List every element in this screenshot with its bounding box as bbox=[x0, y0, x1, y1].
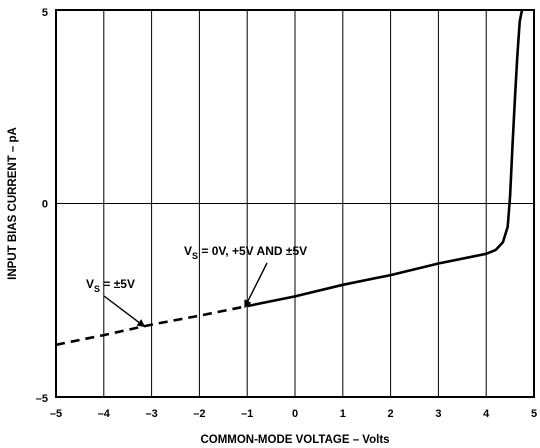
y-tick-label: 5 bbox=[42, 7, 48, 19]
plot-border bbox=[55, 9, 535, 398]
series-line bbox=[55, 304, 248, 347]
tick-labels: –5 –4 –3 –2 –1 0 1 2 3 4 5 5 0 –5 bbox=[36, 7, 537, 420]
x-tick-label: 1 bbox=[340, 408, 346, 420]
y-axis-label: INPUT BIAS CURRENT – pA bbox=[7, 127, 19, 280]
series-line bbox=[246, 9, 524, 308]
x-tick-label: 2 bbox=[388, 408, 394, 420]
x-tick-label: 4 bbox=[483, 408, 490, 420]
x-tick-label: –3 bbox=[145, 408, 157, 420]
x-tick-label: –2 bbox=[193, 408, 205, 420]
x-axis-label: COMMON-MODE VOLTAGE – Volts bbox=[200, 434, 389, 446]
annotation-arrow bbox=[103, 295, 146, 328]
annotation-label: VS = ±5V bbox=[86, 277, 135, 294]
annotation-label: VS = 0V, +5V AND ±5V bbox=[184, 244, 307, 261]
y-tick-label: 0 bbox=[42, 199, 48, 211]
series-layer bbox=[55, 9, 524, 347]
x-tick-label: –5 bbox=[50, 408, 62, 420]
x-tick-label: 5 bbox=[531, 408, 537, 420]
x-tick-label: 3 bbox=[435, 408, 441, 420]
x-tick-label: 0 bbox=[292, 408, 298, 420]
grid bbox=[56, 10, 534, 397]
plot-frame bbox=[55, 9, 535, 398]
x-tick-label: –1 bbox=[241, 408, 253, 420]
annotations: VS = ±5V VS = 0V, +5V AND ±5V bbox=[86, 244, 307, 328]
y-tick-label: –5 bbox=[36, 393, 48, 405]
x-tick-label: –4 bbox=[98, 408, 111, 420]
annotation-arrow bbox=[244, 262, 268, 309]
